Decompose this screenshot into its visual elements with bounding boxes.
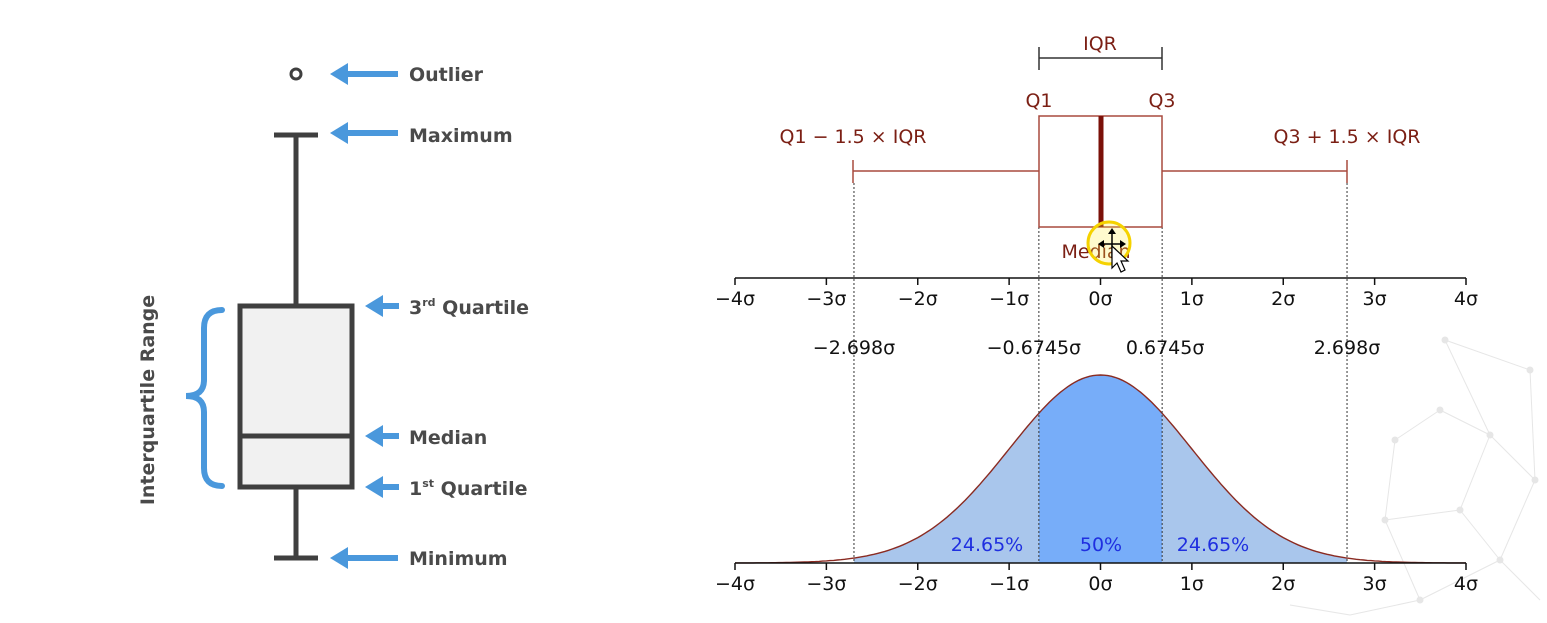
boundary-value-label: −0.6745σ: [987, 337, 1081, 359]
boundary-lines: [853, 183, 1348, 563]
axis-tick-label: 4σ: [1454, 288, 1478, 310]
q3-label: 3rd Quartile: [409, 296, 529, 319]
minimum-label: Minimum: [409, 548, 508, 570]
curve-fill-left-quartile: [853, 413, 1039, 563]
q3-label-sup: rd: [422, 296, 435, 309]
boundary-value-label: 2.698σ: [1314, 337, 1380, 359]
left-boxplot: Interquartile Range Outlier Maxi: [137, 63, 529, 570]
arrows: [330, 63, 399, 569]
axis-tick-label: 3σ: [1363, 573, 1387, 595]
pct-right-label: 24.65%: [1177, 534, 1249, 556]
right-diagram: IQR Q1 Q3 Q1 − 1.5 × IQR Q3 + 1.5 × IQR …: [715, 33, 1478, 595]
axis-tick-label: 0σ: [1088, 288, 1112, 310]
upper-fence-label: Q3 + 1.5 × IQR: [1273, 126, 1420, 148]
axis-tick-label: −3σ: [806, 288, 846, 310]
maximum-arrow-icon: [330, 122, 398, 144]
normal-curve-line: [735, 374, 1466, 564]
move-cursor-icon: [1086, 220, 1132, 273]
pct-left-label: 24.65%: [951, 534, 1023, 556]
median-label: Median: [409, 427, 487, 449]
boundary-value-label: 0.6745σ: [1126, 337, 1205, 359]
curve-fill-right-quartile: [1162, 413, 1348, 563]
axis-tick-label: −4σ: [715, 573, 755, 595]
outlier-arrow-icon: [330, 63, 398, 85]
q1-label-rest: Quartile: [434, 478, 527, 500]
axis-tick-label: −3σ: [806, 573, 846, 595]
axis-tick-label: 2σ: [1271, 573, 1295, 595]
axis-tick-label: −2σ: [898, 573, 938, 595]
top-sigma-axis: −4σ −3σ −2σ −1σ 0σ 1σ 2σ 3σ 4σ: [715, 277, 1478, 310]
axis-tick-label: −4σ: [715, 288, 755, 310]
axis-tick-label: −1σ: [989, 573, 1029, 595]
minimum-arrow-icon: [330, 547, 398, 569]
pct-center-label: 50%: [1080, 534, 1122, 556]
interquartile-range-label: Interquartile Range: [137, 295, 159, 505]
iqr-brace: [185, 307, 225, 489]
axis-tick-label: 2σ: [1271, 288, 1295, 310]
maximum-label: Maximum: [409, 125, 513, 147]
axis-tick-label: 1σ: [1180, 573, 1204, 595]
median-arrow-icon: [365, 425, 399, 447]
boundary-value-labels: −2.698σ −0.6745σ 0.6745σ 2.698σ: [813, 337, 1380, 359]
q3-label-num: 3: [409, 297, 422, 319]
iqr-bracket: [1038, 47, 1163, 70]
axis-tick-label: 0σ: [1088, 573, 1112, 595]
q1-label-sup: st: [422, 477, 434, 490]
network-watermark: [1289, 336, 1541, 616]
outlier-marker: [289, 67, 303, 81]
q3-arrow-icon: [365, 295, 399, 317]
q3-top-label: Q3: [1148, 90, 1175, 112]
curve-fill-iqr: [1038, 375, 1163, 563]
axis-tick-label: −1σ: [989, 288, 1029, 310]
axis-tick-label: −2σ: [898, 288, 938, 310]
q3-label-rest: Quartile: [436, 297, 529, 319]
q1-top-label: Q1: [1025, 90, 1052, 112]
iqr-label: IQR: [1083, 33, 1117, 55]
bottom-sigma-axis: −4σ −3σ −2σ −1σ 0σ 1σ 2σ 3σ 4σ: [715, 562, 1478, 595]
axis-tick-label: 3σ: [1363, 288, 1387, 310]
iqr-box: [237, 303, 355, 490]
axis-tick-label: 4σ: [1454, 573, 1478, 595]
axis-tick-label: 1σ: [1180, 288, 1204, 310]
boundary-value-label: −2.698σ: [813, 337, 895, 359]
q1-label-num: 1: [409, 478, 422, 500]
lower-fence-label: Q1 − 1.5 × IQR: [779, 126, 926, 148]
outlier-label: Outlier: [409, 64, 484, 86]
q1-label: 1st Quartile: [409, 477, 528, 500]
q1-arrow-icon: [365, 476, 399, 498]
